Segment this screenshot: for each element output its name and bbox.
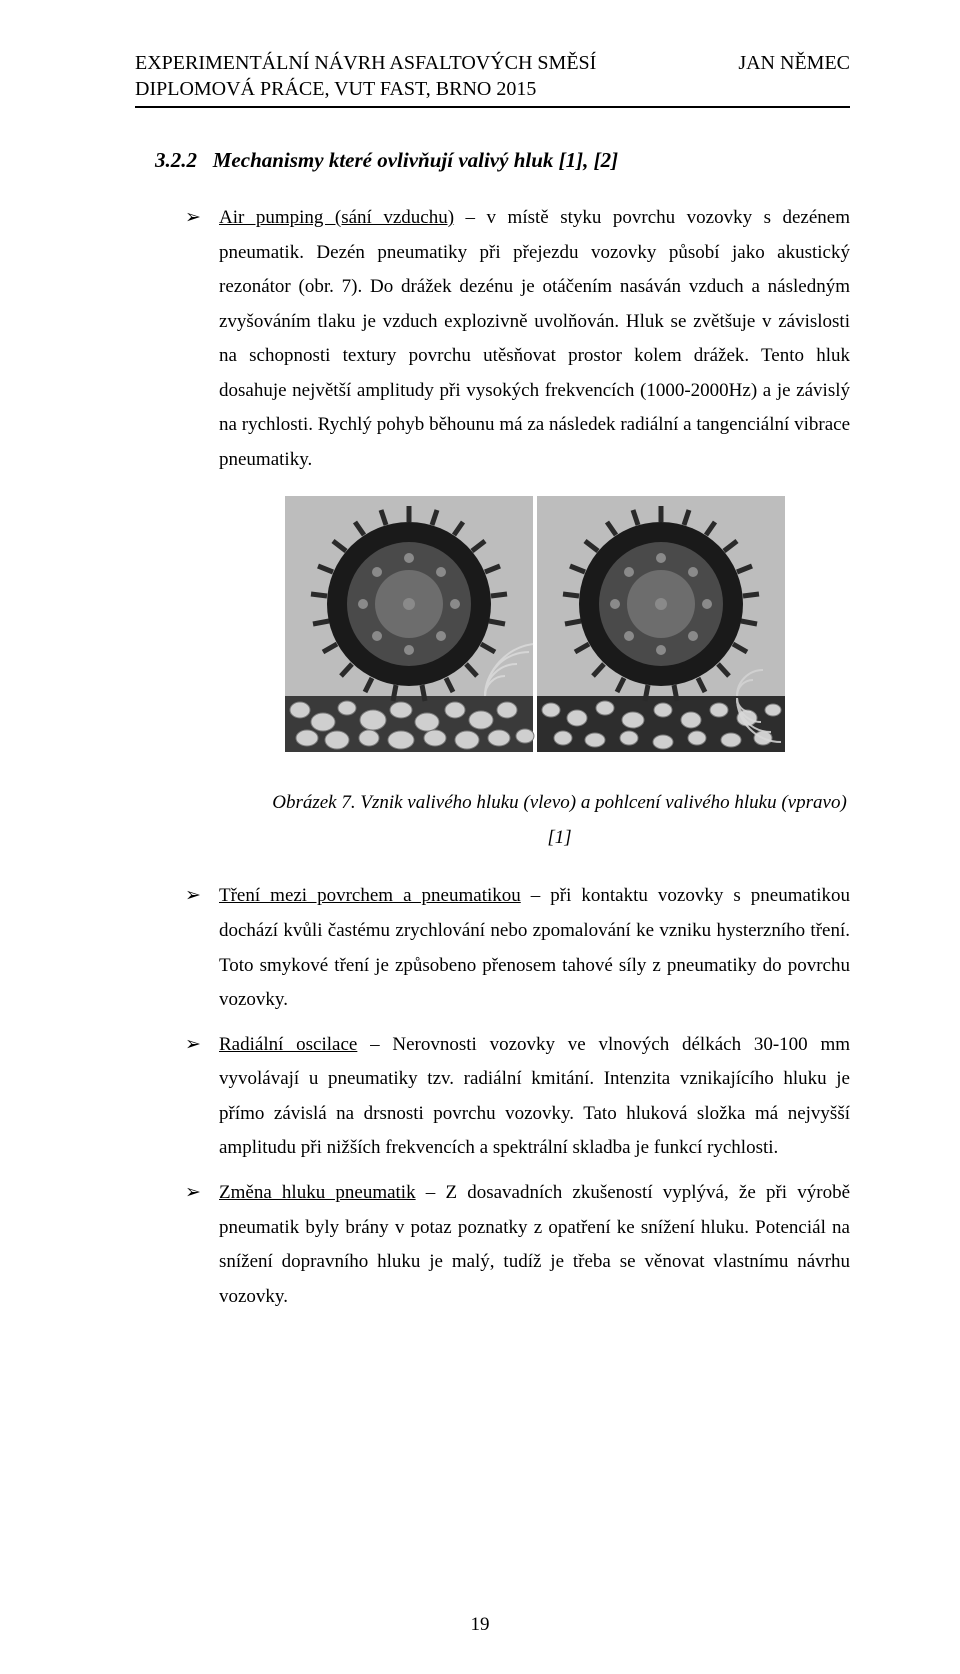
bullet-text: – v místě styku povrchu vozovky s dezéne… bbox=[219, 207, 850, 470]
section-heading: 3.2.2 Mechanismy které ovlivňují valivý … bbox=[135, 148, 850, 173]
figure-7 bbox=[219, 496, 850, 765]
page-header: EXPERIMENTÁLNÍ NÁVRH ASFALTOVÝCH SMĚSÍ D… bbox=[135, 50, 850, 102]
header-left: EXPERIMENTÁLNÍ NÁVRH ASFALTOVÝCH SMĚSÍ D… bbox=[135, 50, 596, 102]
figure-7-svg bbox=[285, 496, 785, 752]
bullet-item: ➢ Tření mezi povrchem a pneumatikou – př… bbox=[185, 879, 850, 1017]
page-number: 19 bbox=[0, 1614, 960, 1636]
bullet-term: Změna hluku pneumatik bbox=[219, 1182, 416, 1203]
bullet-item: ➢ Air pumping (sání vzduchu) – v místě s… bbox=[185, 201, 850, 855]
header-author: JAN NĚMEC bbox=[738, 50, 850, 76]
bullet-term: Air pumping (sání vzduchu) bbox=[219, 207, 454, 228]
chevron-right-icon: ➢ bbox=[185, 879, 201, 914]
bullet-term: Tření mezi povrchem a pneumatikou bbox=[219, 885, 521, 906]
header-title-line2: DIPLOMOVÁ PRÁCE, VUT FAST, BRNO 2015 bbox=[135, 78, 536, 100]
section-title: Mechanismy které ovlivňují valivý hluk [… bbox=[213, 148, 618, 172]
chevron-right-icon: ➢ bbox=[185, 1176, 201, 1211]
content: ➢ Air pumping (sání vzduchu) – v místě s… bbox=[135, 201, 850, 1314]
bullet-item: ➢ Změna hluku pneumatik – Z dosavadních … bbox=[185, 1176, 850, 1314]
bullet-item: ➢ Radiální oscilace – Nerovnosti vozovky… bbox=[185, 1028, 850, 1166]
chevron-right-icon: ➢ bbox=[185, 201, 201, 236]
page: EXPERIMENTÁLNÍ NÁVRH ASFALTOVÝCH SMĚSÍ D… bbox=[0, 0, 960, 1674]
figure-7-caption: Obrázek 7. Vznik valivého hluku (vlevo) … bbox=[219, 786, 850, 855]
header-title-line1: EXPERIMENTÁLNÍ NÁVRH ASFALTOVÝCH SMĚSÍ bbox=[135, 52, 596, 74]
chevron-right-icon: ➢ bbox=[185, 1028, 201, 1063]
bullet-list: ➢ Air pumping (sání vzduchu) – v místě s… bbox=[135, 201, 850, 1314]
header-rule bbox=[135, 106, 850, 108]
bullet-term: Radiální oscilace bbox=[219, 1034, 357, 1055]
section-number: 3.2.2 bbox=[155, 148, 197, 172]
